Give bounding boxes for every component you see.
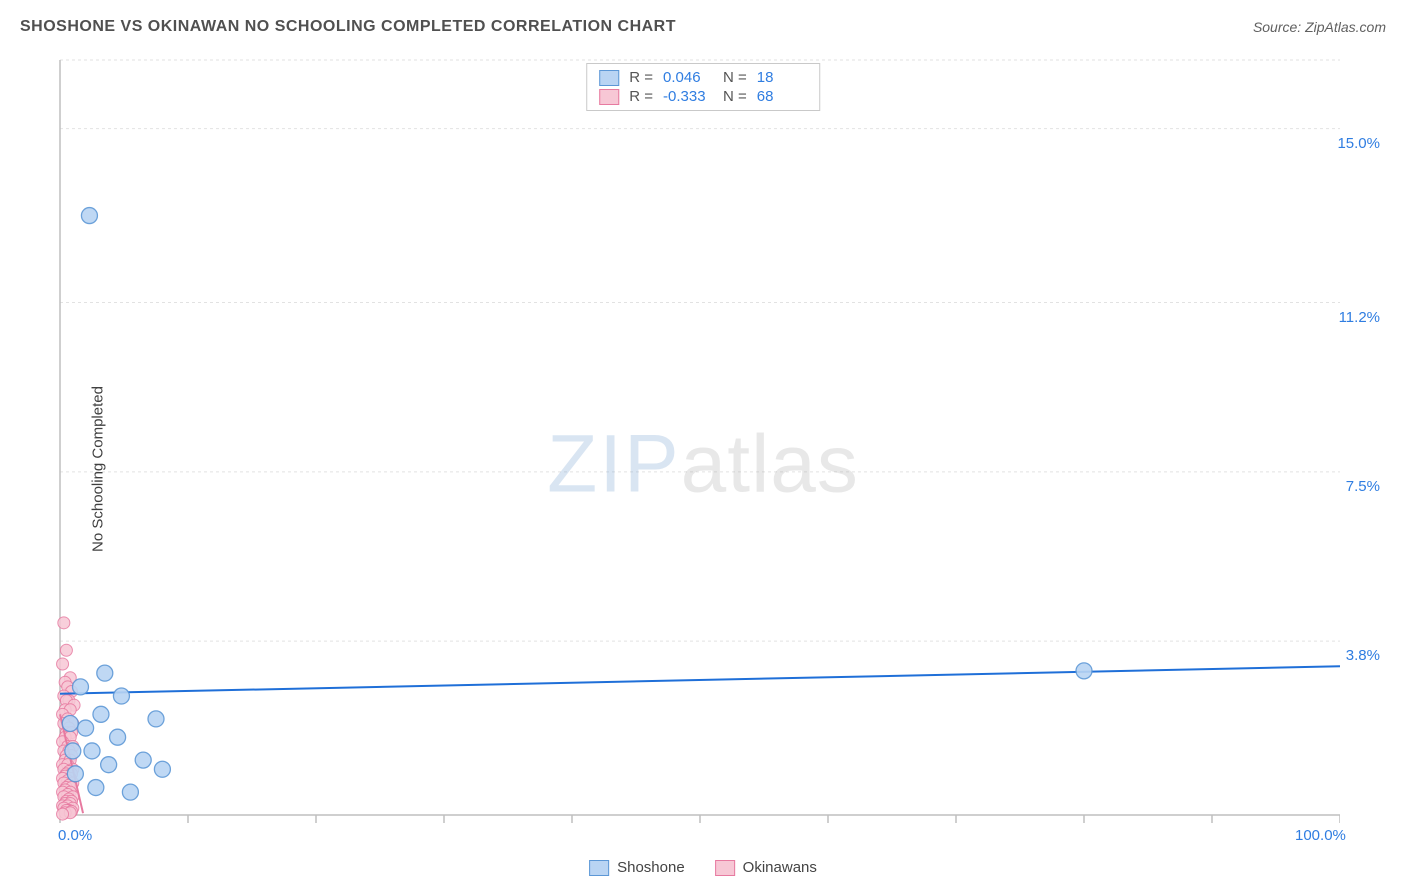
stat-r-label: R = xyxy=(629,88,653,105)
stat-n-label: N = xyxy=(723,69,747,86)
legend-item: Okinawans xyxy=(715,859,817,876)
chart-container: No Schooling Completed ZIPatlas R =0.046… xyxy=(20,55,1386,882)
y-tick-label: 7.5% xyxy=(1346,478,1380,495)
scatter-plot xyxy=(20,55,1340,845)
y-axis-label: No Schooling Completed xyxy=(89,386,106,552)
stat-n-label: N = xyxy=(723,88,747,105)
x-tick-label: 0.0% xyxy=(58,827,92,844)
legend-swatch xyxy=(589,860,609,876)
stats-row: R = 0.046 N = 18 xyxy=(599,68,807,87)
series-legend: Shoshone Okinawans xyxy=(589,859,817,876)
y-tick-label: 11.2% xyxy=(1339,309,1380,326)
legend-swatch xyxy=(715,860,735,876)
stat-r-value: -0.333 xyxy=(663,88,713,105)
x-tick-label: 100.0% xyxy=(1295,827,1346,844)
chart-source: Source: ZipAtlas.com xyxy=(1253,19,1386,35)
stat-r-label: R = xyxy=(629,69,653,86)
legend-label: Shoshone xyxy=(617,859,685,876)
stats-box: R = 0.046 N = 18 R = -0.333 N = 68 xyxy=(586,63,820,111)
y-tick-label: 3.8% xyxy=(1346,647,1380,664)
series-swatch xyxy=(599,89,619,105)
stat-r-value: 0.046 xyxy=(663,69,713,86)
stat-n-value: 68 xyxy=(757,88,807,105)
y-tick-label: 15.0% xyxy=(1337,135,1380,152)
series-swatch xyxy=(599,70,619,86)
stats-row: R = -0.333 N = 68 xyxy=(599,87,807,106)
stat-n-value: 18 xyxy=(757,69,807,86)
legend-label: Okinawans xyxy=(743,859,817,876)
chart-title: SHOSHONE VS OKINAWAN NO SCHOOLING COMPLE… xyxy=(20,18,676,36)
chart-header: SHOSHONE VS OKINAWAN NO SCHOOLING COMPLE… xyxy=(20,18,1386,36)
legend-item: Shoshone xyxy=(589,859,685,876)
